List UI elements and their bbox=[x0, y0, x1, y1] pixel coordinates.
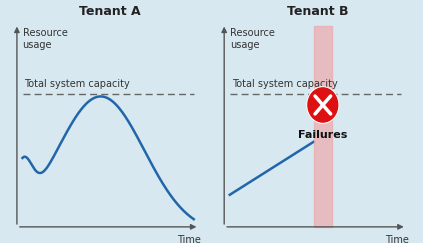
Text: Failures: Failures bbox=[298, 130, 348, 139]
Text: Total system capacity: Total system capacity bbox=[25, 79, 130, 89]
Circle shape bbox=[307, 87, 339, 123]
Text: Resource
usage: Resource usage bbox=[230, 28, 275, 50]
Title: Tenant A: Tenant A bbox=[79, 5, 141, 18]
Text: Total system capacity: Total system capacity bbox=[232, 79, 338, 89]
Text: Time: Time bbox=[385, 235, 409, 243]
Text: Resource
usage: Resource usage bbox=[22, 28, 67, 50]
Text: Time: Time bbox=[177, 235, 201, 243]
Title: Tenant B: Tenant B bbox=[286, 5, 348, 18]
Bar bbox=[313, 26, 332, 227]
Circle shape bbox=[308, 88, 338, 122]
